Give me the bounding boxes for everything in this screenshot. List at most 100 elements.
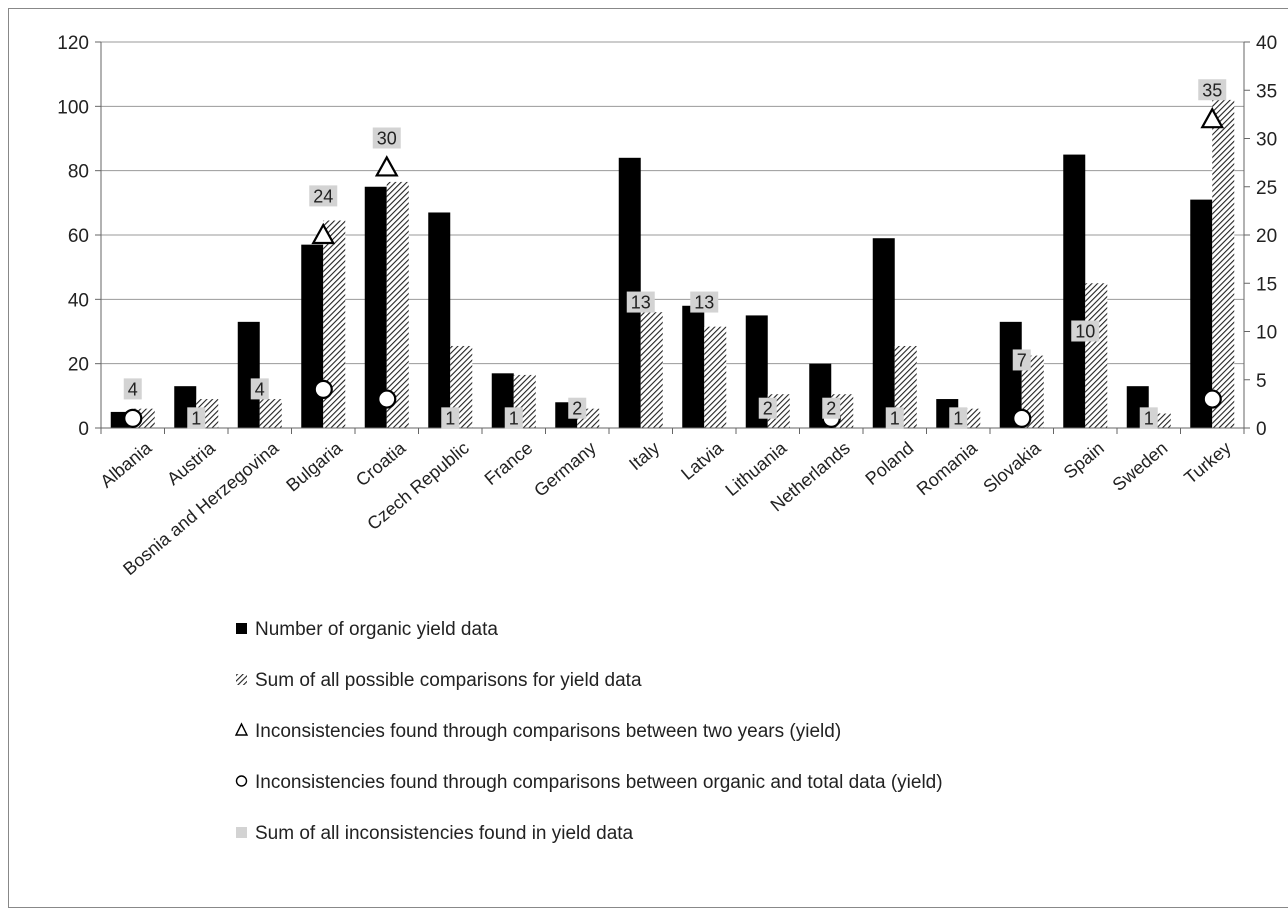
- legend-circle-swatch: [235, 775, 248, 787]
- category-label: Italy: [625, 438, 663, 475]
- data-label-box: [250, 378, 269, 400]
- right-tick-label: 25: [1256, 178, 1277, 199]
- legend-solid-swatch: [236, 623, 247, 634]
- comparisons-bar: [1085, 283, 1108, 428]
- legend-grey-swatch: [236, 827, 247, 838]
- organic-total-circle-marker: [313, 379, 333, 399]
- category-label: Romania: [913, 437, 982, 499]
- data-label-box: [1012, 349, 1031, 371]
- comparisons-bar: [640, 312, 663, 428]
- right-tick-label: 40: [1256, 33, 1277, 54]
- data-label-box: [949, 407, 968, 429]
- category-label: Turkey: [1180, 438, 1234, 488]
- organic-total-circle-marker: [1202, 389, 1222, 409]
- category-label: France: [481, 438, 537, 489]
- data-label-box: [372, 127, 401, 149]
- category-label: Croatia: [352, 437, 410, 490]
- data-label-box: [441, 407, 460, 429]
- data-label: 35: [1202, 80, 1222, 100]
- category-label: Poland: [862, 438, 918, 489]
- category-label: Slovakia: [979, 437, 1045, 497]
- data-label-box: [822, 397, 841, 419]
- legend-hatched-swatch: [236, 674, 247, 685]
- data-label-box: [1198, 79, 1227, 101]
- comparisons-bar: [386, 181, 409, 428]
- category-label: Germany: [530, 438, 600, 501]
- category-label: Austria: [163, 437, 220, 489]
- gridlines: [101, 41, 1244, 365]
- data-label-box: [758, 397, 777, 419]
- organic-yield-bar: [872, 238, 895, 428]
- legend-label: Number of organic yield data: [255, 619, 498, 640]
- category-label: Sweden: [1109, 438, 1172, 495]
- left-tick-label: 40: [68, 290, 89, 311]
- markers: [123, 106, 1225, 428]
- data-label: 1: [445, 408, 455, 428]
- right-tick-label: 35: [1256, 81, 1277, 102]
- data-label-box: [1071, 320, 1100, 342]
- data-label-box: [626, 291, 655, 313]
- organic-total-circle-marker: [377, 389, 397, 409]
- organic-yield-bar: [999, 321, 1022, 428]
- data-label-box: [504, 407, 523, 429]
- legend-label: Inconsistencies found through comparison…: [255, 772, 943, 793]
- comparisons-bar: [1021, 355, 1044, 428]
- legend: Number of organic yield data Sum of all p…: [234, 619, 943, 844]
- organic-total-circle-marker: [1012, 408, 1032, 428]
- organic-total-circle-marker: [123, 408, 143, 428]
- data-label-box: [568, 397, 587, 419]
- data-label: 13: [694, 293, 714, 313]
- right-tick-label: 15: [1256, 274, 1277, 295]
- organic-yield-bar: [1063, 154, 1086, 429]
- data-label-box: [309, 185, 338, 207]
- comparisons-bar: [704, 326, 727, 428]
- comparisons-bar: [1212, 99, 1235, 429]
- two-years-triangle-marker: [374, 155, 399, 177]
- right-tick-label: 30: [1256, 130, 1277, 151]
- left-tick-label: 120: [57, 33, 89, 54]
- comparisons-bar: [259, 399, 282, 428]
- data-label: 2: [826, 399, 836, 419]
- right-tick-label: 0: [1256, 419, 1267, 440]
- left-tick-label: 0: [78, 419, 89, 440]
- left-tick-label: 100: [57, 97, 89, 118]
- data-label: 1: [953, 408, 963, 428]
- left-tick-label: 60: [68, 226, 89, 247]
- data-label-box: [690, 291, 719, 313]
- data-label: 2: [763, 399, 773, 419]
- category-label: Albania: [96, 437, 156, 492]
- data-label: 30: [377, 129, 397, 149]
- category-label: Latvia: [677, 437, 727, 484]
- organic-yield-bar: [682, 305, 705, 428]
- bars: [110, 99, 1235, 429]
- organic-yield-bar: [1190, 199, 1213, 428]
- left-tick-label: 80: [68, 162, 89, 183]
- legend-label: Sum of all inconsistencies found in yiel…: [255, 823, 634, 844]
- right-tick-label: 10: [1256, 323, 1277, 344]
- data-label: 13: [631, 293, 651, 313]
- organic-yield-bar: [364, 186, 387, 428]
- two-years-triangle-marker: [1200, 106, 1225, 129]
- data-label: 1: [1144, 408, 1154, 428]
- data-label: 10: [1075, 322, 1095, 342]
- two-years-triangle-marker: [311, 222, 336, 245]
- data-label: 1: [191, 408, 201, 428]
- chart-svg: 0 20 40 60 80 100 120 0 5 10 15 20 25 30 35 40 Albania Au…: [57, 33, 1277, 844]
- legend-label: Inconsistencies found through comparison…: [255, 721, 841, 742]
- data-label: 4: [128, 379, 138, 399]
- data-label: 2: [572, 399, 582, 419]
- data-label-box: [885, 407, 904, 429]
- right-tick-label: 5: [1256, 371, 1267, 392]
- data-label: 4: [255, 379, 265, 399]
- data-label-box: [123, 378, 142, 400]
- category-label: Spain: [1060, 438, 1108, 483]
- right-tick-label: 20: [1256, 226, 1277, 247]
- data-label: 1: [509, 408, 519, 428]
- organic-yield-bar: [237, 321, 260, 428]
- left-tick-label: 20: [68, 355, 89, 376]
- data-label-box: [1139, 407, 1158, 429]
- legend-label: Sum of all possible comparisons for yiel…: [255, 670, 642, 691]
- organic-yield-bar: [428, 212, 451, 428]
- comparisons-bar: [323, 220, 346, 428]
